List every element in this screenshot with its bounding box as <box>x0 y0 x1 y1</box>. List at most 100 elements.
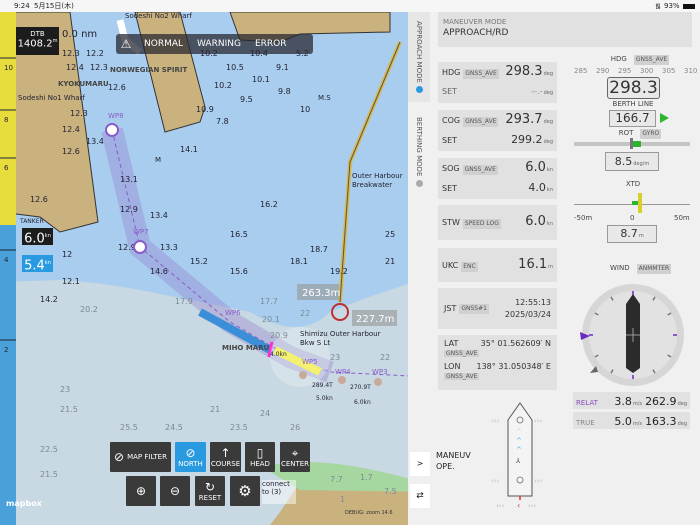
course-up-button[interactable]: ↑ COURSE <box>210 442 241 472</box>
rot-value-box: 8.5deg/m <box>605 152 659 171</box>
hdg-source: GNSS_AVE <box>463 69 499 79</box>
maneuver-mode-box[interactable]: MANEUVER MODE APPROACH/RD <box>438 12 692 47</box>
xtd-offset-bar <box>632 201 638 205</box>
wind-true-row: TRUE 5.0 m/s 163.3 deg <box>573 412 690 429</box>
debug-label: DEBUG: zoom 14.6 <box>345 510 393 516</box>
north-up-button[interactable]: ⊘ NORTH <box>175 442 206 472</box>
waypoint-dot <box>374 378 382 386</box>
wind-true-label: TRUE <box>576 419 595 427</box>
map-filter-button[interactable]: ⊘ MAP FILTER <box>110 442 171 472</box>
center-label: CENTER <box>280 459 310 468</box>
map-label-leg2: 5.0kn <box>316 395 333 402</box>
ukc-label: UKC <box>442 261 459 270</box>
depth-sounding: 21.5 <box>40 470 58 479</box>
depth-sounding: 7.5 <box>384 487 397 496</box>
xtd-ship-marker <box>638 193 642 213</box>
status-bar: 9:24 5月15日(木) ᯾ 93% <box>0 0 700 12</box>
cog-set-value: 299.2 <box>511 133 543 146</box>
depth-sounding: 12.2 <box>86 49 104 58</box>
map-filter-label: MAP FILTER <box>127 453 167 461</box>
status-date: 5月15日(木) <box>34 2 74 10</box>
depth-ruler-blue <box>0 225 16 525</box>
tab-approach-mode[interactable]: APPROACH MODE <box>408 12 430 102</box>
mode-side-tabs: APPROACH MODE BERTHING MODE > ⇄ <box>408 12 430 525</box>
map-label-wp4: WP4 <box>335 368 351 376</box>
cog-set-unit: deg <box>543 139 553 145</box>
depth-sounding: 13.4 <box>150 211 168 220</box>
zoom-in-button[interactable]: ⊕ <box>126 476 156 506</box>
tab-berthing-mode[interactable]: BERTHING MODE <box>408 112 430 192</box>
depth-sounding: 1.7 <box>360 473 373 482</box>
lat-label: LAT <box>444 339 459 348</box>
alert-status-bar[interactable]: ⚠ NORMAL WARNING ERROR <box>116 34 313 54</box>
gear-icon: ⚙ <box>238 481 252 500</box>
cog-card: COG GNSS_AVE 293.7 deg SET 299.2 deg <box>438 110 557 151</box>
dtb-unit: m <box>52 38 58 44</box>
speed-readout-blue: 5.4kn <box>22 255 53 273</box>
swap-arrows-icon[interactable]: ⇄ <box>410 484 430 508</box>
ruler-label: 4 <box>4 256 9 264</box>
wind-dial-tick <box>652 296 656 301</box>
depth-sounding: 10.1 <box>252 75 270 84</box>
hdg-tick-label: 300 <box>640 67 654 75</box>
hdg-tick-label: 295 <box>618 67 632 75</box>
depth-sounding: 24.5 <box>165 423 183 432</box>
depth-sounding: 14.6 <box>150 267 168 276</box>
map-label-wharf: Sodeshi No1 Wharf <box>18 94 85 102</box>
dtb-label: DTB <box>30 30 45 38</box>
check-circle-icon: ⊘ <box>114 449 125 464</box>
depth-sounding: 13.3 <box>160 243 178 252</box>
wind-dial-tick <box>610 296 614 301</box>
wind-true-speed: 5.0 <box>614 415 632 428</box>
ruler-label: 8 <box>4 116 8 124</box>
map-label-leg1: 4.0kn <box>270 351 287 358</box>
waypoint-dot <box>299 371 307 379</box>
stw-label: STW <box>442 218 460 227</box>
depth-sounding: 21 <box>385 257 395 266</box>
waypoint-icon <box>105 123 119 137</box>
depth-sounding: 12 <box>62 250 72 259</box>
expand-panel-button[interactable]: > <box>410 452 430 476</box>
map-label-mark: M <box>155 156 161 164</box>
own-ship-marker <box>267 341 274 358</box>
maneuver-operation-label[interactable]: MANEUV OPE. <box>436 451 471 471</box>
cog-label: COG <box>442 116 461 125</box>
ukc-unit: m <box>548 264 553 270</box>
settings-button[interactable]: ⚙ <box>230 476 260 506</box>
depth-sounding: 7.7 <box>330 475 343 484</box>
hdg-label: HDG <box>442 68 461 77</box>
alert-normal[interactable]: NORMAL <box>144 39 184 49</box>
bow-thruster-icon <box>516 416 524 424</box>
stw-unit: kn <box>546 221 553 227</box>
propeller-ahead-icon: ^ <box>516 446 522 454</box>
reset-button[interactable]: ↻ RESET <box>195 476 225 506</box>
depth-sounding: 12.9 <box>120 205 138 214</box>
alert-warning[interactable]: WARNING <box>197 39 241 49</box>
maneuver-mode-value: APPROACH/RD <box>443 28 509 38</box>
berth-line-label: BERTH LINE <box>612 100 654 108</box>
map-label-wharf2: Sodeshi No2 Wharf <box>125 12 192 20</box>
xtd-unit: m <box>638 233 644 239</box>
mapbox-logo: mapbox <box>6 499 42 508</box>
head-up-button[interactable]: ▯ HEAD <box>245 442 275 472</box>
xtd-label: XTD <box>625 180 641 188</box>
cog-unit: deg <box>543 119 553 125</box>
berth-line-value[interactable]: 166.7 <box>609 110 656 127</box>
center-button[interactable]: ⌖ CENTER <box>280 442 310 472</box>
relative-wind-arrow-icon <box>580 332 590 340</box>
land-area-south <box>270 482 430 525</box>
zoom-out-button[interactable]: ⊖ <box>160 476 190 506</box>
status-time: 9:24 <box>14 2 30 10</box>
planned-route-line <box>111 129 430 378</box>
hdg-tick-label: 290 <box>596 67 610 75</box>
hdg-unit: deg <box>543 71 553 77</box>
target-icon: ⌖ <box>291 445 299 460</box>
alert-error[interactable]: ERROR <box>254 39 287 49</box>
depth-sounding: 18.1 <box>290 257 308 266</box>
depth-sounding: 10 <box>300 105 310 114</box>
nautical-chart-map[interactable]: 10 8 6 4 2 12.3 12.2 12.4 12.3 12.6 12.3 12.4 13.4 12… <box>0 12 430 525</box>
jst-date: 2025/03/24 <box>504 309 551 319</box>
warning-triangle-icon[interactable]: ⚠ <box>120 37 132 51</box>
stw-card: STW SPEED LOG 6.0 kn <box>438 205 557 240</box>
